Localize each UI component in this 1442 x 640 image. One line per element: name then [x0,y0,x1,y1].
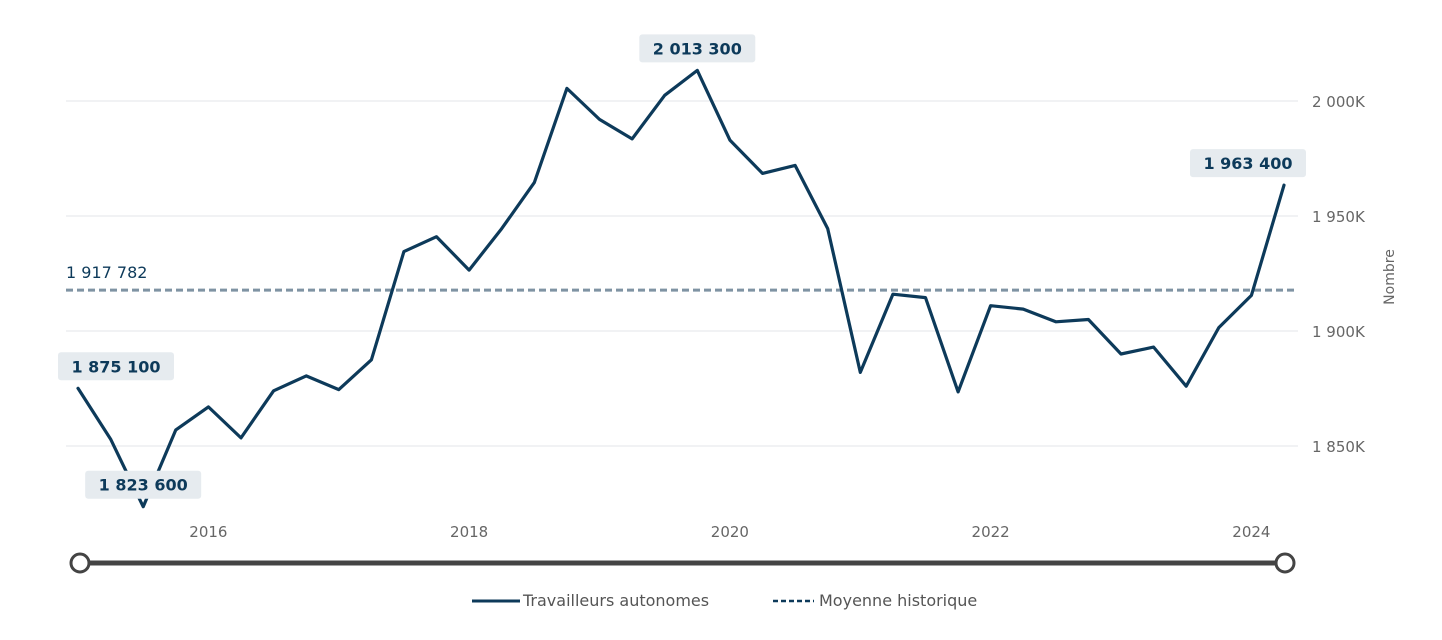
historical-average-label: 1 917 782 [66,263,147,282]
data-point[interactable] [1019,305,1027,313]
callout-label: 1 823 600 [99,476,188,495]
data-point[interactable] [596,115,604,123]
legend: Travailleurs autonomes Moyenne historiqu… [472,591,977,610]
y-axis: 1 850K 1 900K 1 950K 2 000K [1312,93,1366,456]
y-tick-label: 1 950K [1312,208,1366,226]
data-point[interactable] [367,356,375,364]
data-point[interactable] [1052,318,1060,326]
data-point[interactable] [400,248,408,256]
data-callouts: 1 875 100 1 823 600 2 013 300 1 963 400 [58,34,1306,499]
y-tick-label: 2 000K [1312,93,1366,111]
data-point[interactable] [1117,350,1125,358]
data-point[interactable] [1084,316,1092,324]
data-point[interactable] [433,233,441,241]
data-point[interactable] [1215,324,1223,332]
x-tick-label: 2022 [972,523,1010,541]
data-point[interactable] [270,387,278,395]
series-layer [76,68,1286,509]
legend-item-average[interactable]: Moyenne historique [773,591,977,610]
series-line-travailleurs-autonomes[interactable] [76,68,1286,509]
data-point[interactable] [758,169,766,177]
callout-background [85,470,202,499]
legend-label-series: Travailleurs autonomes [522,591,709,610]
data-point[interactable] [726,136,734,144]
data-point[interactable] [693,66,701,74]
legend-item-series[interactable]: Travailleurs autonomes [472,591,709,610]
data-point[interactable] [172,426,180,434]
data-point[interactable] [856,368,864,376]
x-axis: 2016 2018 2020 2022 2024 [189,523,1270,541]
callout-background [58,352,174,381]
data-point[interactable] [530,179,538,187]
legend-label-average: Moyenne historique [819,591,977,610]
data-point[interactable] [1182,382,1190,390]
y-tick-label: 1 850K [1312,438,1366,456]
data-point[interactable] [661,91,669,99]
data-point[interactable] [1280,181,1288,189]
callout-0: 1 875 100 [58,352,174,381]
callout-background [1190,149,1306,178]
reference-line-group: 1 917 782 [66,263,1298,292]
data-point[interactable] [628,135,636,143]
callout-background [639,34,756,63]
data-point[interactable] [921,294,929,302]
range-navigator [69,552,1296,574]
callout-label: 2 013 300 [653,39,742,58]
data-point[interactable] [335,386,343,394]
data-point[interactable] [302,372,310,380]
callout-label: 1 963 400 [1203,154,1292,173]
callout-2: 2 013 300 [639,34,756,63]
data-points [74,66,1288,510]
callout-3: 1 963 400 [1190,149,1306,178]
data-point[interactable] [498,225,506,233]
x-tick-label: 2024 [1232,523,1270,541]
data-point[interactable] [237,434,245,442]
data-point[interactable] [987,302,995,310]
data-point[interactable] [824,225,832,233]
x-tick-label: 2018 [450,523,488,541]
data-point[interactable] [1247,291,1255,299]
y-tick-label: 1 900K [1312,323,1366,341]
grid-layer [66,100,1298,447]
data-point[interactable] [791,161,799,169]
y-axis-title: Nombre [1382,249,1398,305]
data-point[interactable] [465,266,473,274]
data-point[interactable] [889,290,897,298]
navigator-right-handle[interactable] [1274,552,1296,574]
data-point[interactable] [563,84,571,92]
x-tick-label: 2016 [189,523,227,541]
data-point[interactable] [204,403,212,411]
data-point[interactable] [1150,343,1158,351]
data-point[interactable] [107,435,115,443]
navigator-left-handle[interactable] [69,552,91,574]
data-point[interactable] [954,388,962,396]
callout-label: 1 875 100 [71,357,160,376]
data-point[interactable] [139,503,147,511]
data-point[interactable] [74,384,82,392]
x-tick-label: 2020 [711,523,749,541]
callout-1: 1 823 600 [85,470,202,499]
